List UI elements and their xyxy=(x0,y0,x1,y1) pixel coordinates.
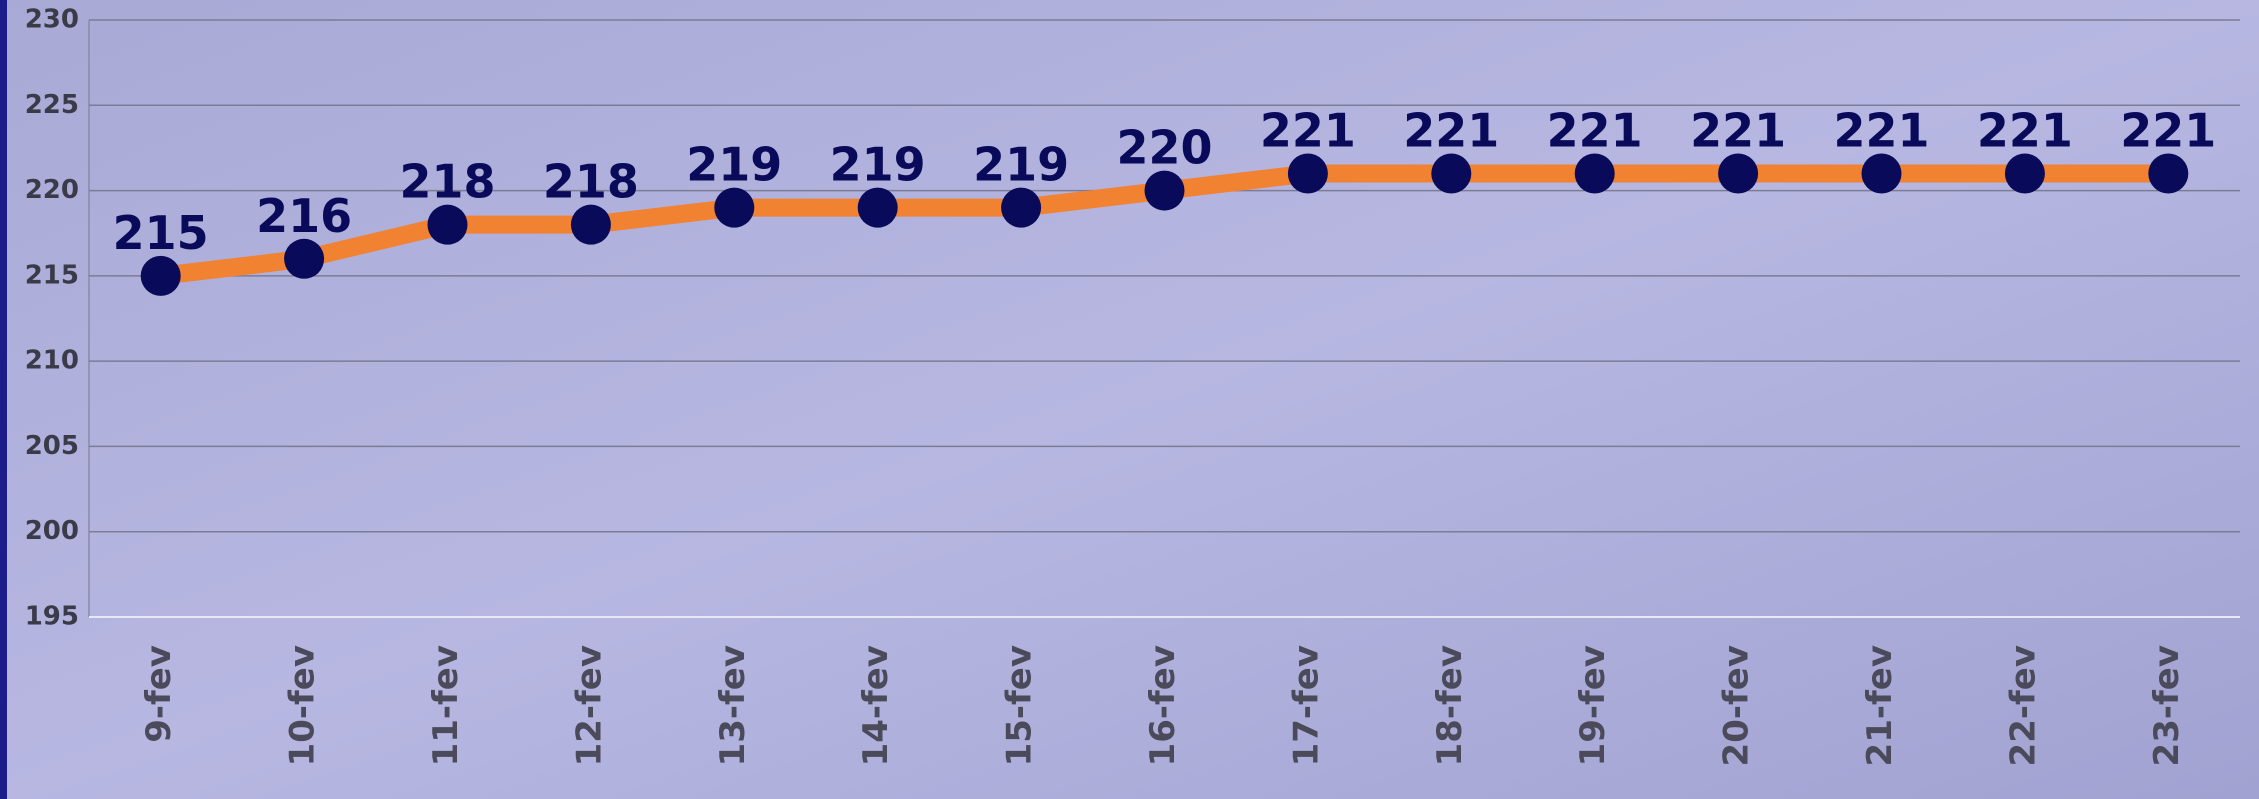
y-tick-label: 210 xyxy=(25,346,79,376)
marker xyxy=(714,187,755,228)
data-label: 221 xyxy=(1833,104,1929,158)
data-label: 221 xyxy=(1403,104,1499,158)
data-label: 216 xyxy=(256,189,352,243)
marker xyxy=(2004,153,2045,194)
marker xyxy=(1001,187,1042,228)
data-label: 220 xyxy=(1116,121,1212,175)
data-label: 219 xyxy=(686,138,782,192)
marker xyxy=(1718,153,1759,194)
marker xyxy=(140,255,181,296)
x-tick-label: 13-fev xyxy=(713,645,753,766)
marker xyxy=(1287,153,1328,194)
data-label: 221 xyxy=(2120,104,2216,158)
data-label: 219 xyxy=(973,138,1069,192)
x-tick-label: 14-fev xyxy=(856,645,896,766)
marker xyxy=(2148,153,2189,194)
marker xyxy=(1861,153,1902,194)
marker xyxy=(857,187,898,228)
data-label: 218 xyxy=(399,155,495,209)
y-tick-label: 195 xyxy=(25,602,79,632)
x-tick-label: 15-fev xyxy=(1000,645,1040,766)
marker xyxy=(427,204,468,245)
data-label: 221 xyxy=(1690,104,1786,158)
y-tick-label: 225 xyxy=(25,90,79,120)
data-label: 221 xyxy=(1977,104,2073,158)
x-tick-label: 17-fev xyxy=(1286,645,1326,766)
x-tick-label: 21-fev xyxy=(1860,645,1900,766)
x-tick-label: 11-fev xyxy=(426,645,466,766)
x-tick-label: 10-fev xyxy=(283,645,323,766)
data-label: 215 xyxy=(113,206,209,260)
marker xyxy=(1431,153,1472,194)
y-tick-label: 205 xyxy=(25,431,79,461)
x-tick-label: 19-fev xyxy=(1573,645,1613,766)
data-label: 221 xyxy=(1547,104,1643,158)
data-label: 221 xyxy=(1260,104,1356,158)
left-edge xyxy=(0,0,7,799)
marker xyxy=(1144,170,1185,211)
x-tick-label: 20-fev xyxy=(1717,645,1757,766)
marker xyxy=(570,204,611,245)
x-tick-label: 12-fev xyxy=(569,645,609,766)
x-tick-label: 16-fev xyxy=(1143,645,1183,766)
y-tick-label: 200 xyxy=(25,516,79,546)
y-tick-label: 215 xyxy=(25,260,79,290)
marker xyxy=(284,238,325,279)
x-tick-label: 18-fev xyxy=(1430,645,1470,766)
x-tick-label: 22-fev xyxy=(2003,645,2043,766)
y-tick-label: 220 xyxy=(25,175,79,205)
x-tick-label: 23-fev xyxy=(2147,645,2187,766)
x-tick-label: 9-fev xyxy=(139,645,179,743)
y-tick-label: 230 xyxy=(25,5,79,35)
marker xyxy=(1574,153,1615,194)
data-label: 219 xyxy=(830,138,926,192)
data-label: 218 xyxy=(543,155,639,209)
